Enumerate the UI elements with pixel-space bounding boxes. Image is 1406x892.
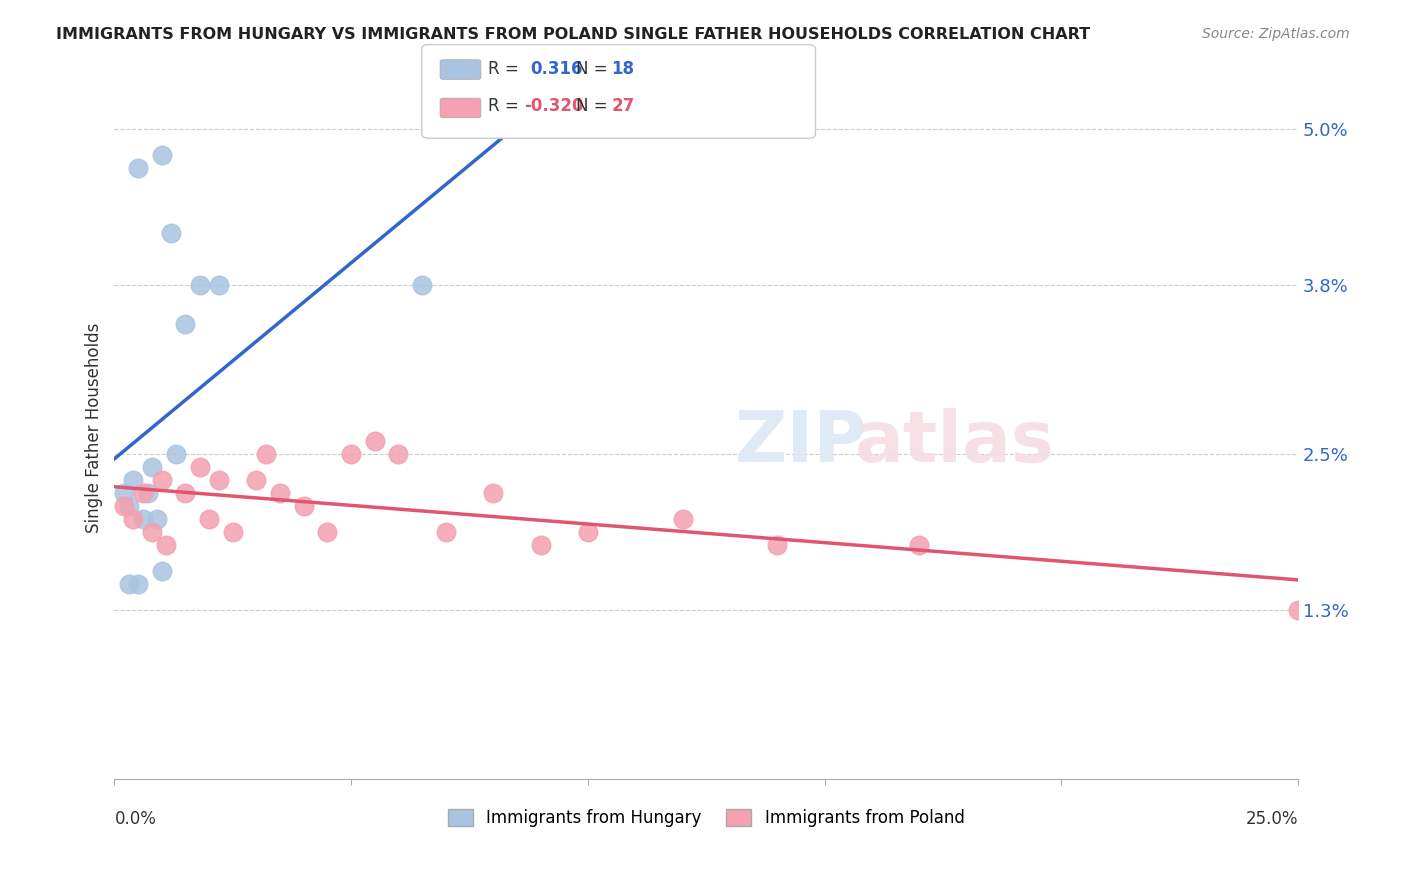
Point: [150, 564, 173, 578]
Point: [482, 486, 505, 500]
Point: [132, 512, 155, 526]
Point: [207, 278, 229, 293]
Y-axis label: Single Father Households: Single Father Households: [86, 323, 103, 533]
Point: [150, 148, 173, 162]
Point: [269, 486, 291, 500]
Point: [908, 538, 931, 552]
Point: [146, 512, 169, 526]
Point: [188, 460, 211, 475]
Point: [127, 161, 149, 176]
Point: [155, 538, 177, 552]
Point: [411, 278, 433, 293]
Point: [671, 512, 693, 526]
Point: [292, 499, 315, 513]
Point: [132, 486, 155, 500]
Point: [127, 577, 149, 591]
Point: [165, 447, 187, 461]
Text: 25.0%: 25.0%: [1246, 811, 1298, 829]
Point: [136, 486, 159, 500]
Point: [174, 486, 197, 500]
Point: [1286, 603, 1309, 617]
Point: [112, 486, 135, 500]
Text: 27: 27: [612, 97, 636, 115]
Point: [150, 473, 173, 487]
Text: R =: R =: [488, 97, 519, 115]
Text: N =: N =: [576, 60, 613, 78]
Point: [174, 318, 197, 332]
Text: 0.316: 0.316: [530, 60, 582, 78]
Point: [364, 434, 387, 449]
Point: [188, 278, 211, 293]
Point: [112, 499, 135, 513]
Point: [122, 473, 145, 487]
Text: R =: R =: [488, 60, 519, 78]
Point: [141, 460, 163, 475]
Point: [766, 538, 789, 552]
Point: [245, 473, 267, 487]
Point: [254, 447, 277, 461]
Text: N =: N =: [576, 97, 613, 115]
Point: [434, 525, 457, 540]
Point: [222, 525, 245, 540]
Text: -0.320: -0.320: [524, 97, 583, 115]
Point: [340, 447, 363, 461]
Text: 0.0%: 0.0%: [114, 811, 156, 829]
Point: [122, 512, 145, 526]
Point: [198, 512, 221, 526]
Point: [529, 538, 551, 552]
Point: [117, 499, 139, 513]
Text: atlas: atlas: [855, 408, 1054, 476]
Point: [141, 525, 163, 540]
Text: Source: ZipAtlas.com: Source: ZipAtlas.com: [1202, 27, 1350, 41]
Point: [160, 227, 183, 241]
Text: 18: 18: [612, 60, 634, 78]
Point: [387, 447, 409, 461]
Text: ZIP: ZIP: [735, 408, 868, 476]
Point: [576, 525, 599, 540]
Point: [117, 577, 139, 591]
Legend: Immigrants from Hungary, Immigrants from Poland: Immigrants from Hungary, Immigrants from…: [441, 802, 972, 834]
Text: IMMIGRANTS FROM HUNGARY VS IMMIGRANTS FROM POLAND SINGLE FATHER HOUSEHOLDS CORRE: IMMIGRANTS FROM HUNGARY VS IMMIGRANTS FR…: [56, 27, 1091, 42]
Point: [207, 473, 229, 487]
Point: [316, 525, 339, 540]
